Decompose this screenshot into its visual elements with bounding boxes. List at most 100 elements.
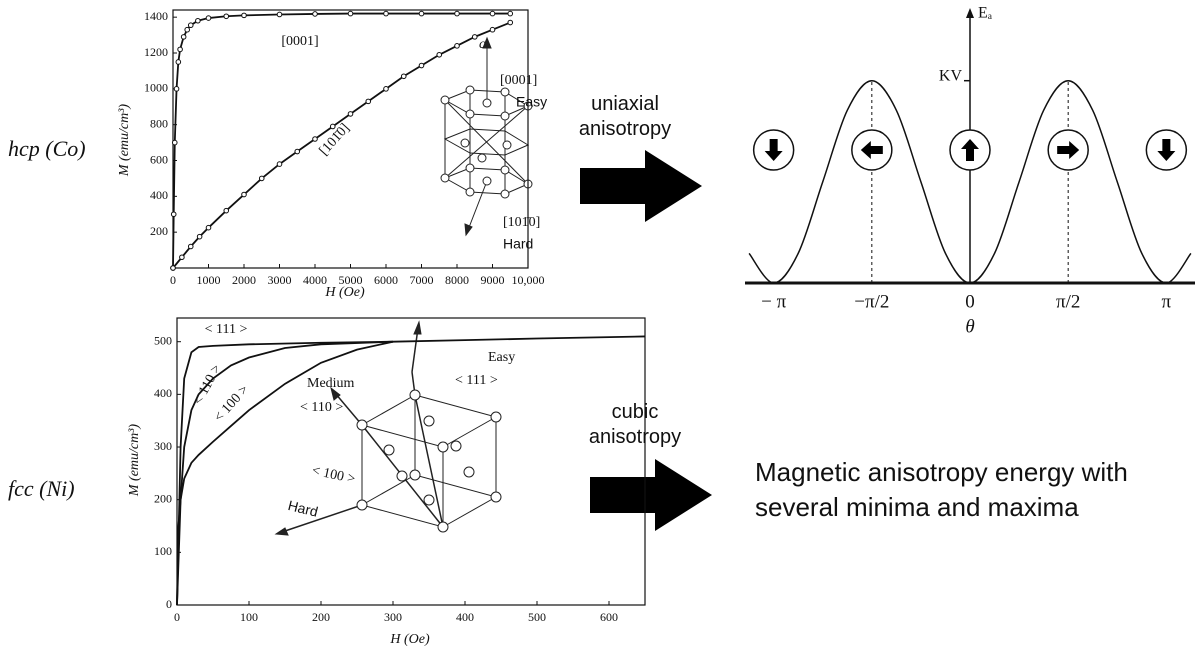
annotation: Easy	[516, 94, 547, 110]
marker	[294, 148, 301, 155]
marker	[383, 86, 389, 92]
y-tick-label: 1000	[144, 81, 168, 95]
marker	[223, 207, 230, 214]
annotation: Hard	[286, 497, 319, 520]
marker	[418, 62, 425, 69]
curve	[176, 340, 394, 606]
annotation: [101̄0]	[503, 215, 540, 230]
spin-icon	[752, 129, 795, 171]
x-axis-label: H (Oe)	[324, 285, 365, 300]
marker	[276, 11, 283, 18]
marker	[179, 254, 185, 261]
marker	[489, 26, 496, 33]
x-tick-label: 2000	[232, 273, 256, 287]
y-tick-label: 100	[154, 544, 172, 558]
x-axis-label: H (Oe)	[389, 632, 430, 647]
marker	[312, 136, 318, 142]
curve-label: [0001]	[281, 34, 318, 49]
x-tick-label: 10,000	[512, 273, 545, 287]
x-tick-label: 6000	[374, 273, 398, 287]
y-tick-label: 200	[150, 224, 168, 238]
marker	[175, 59, 182, 65]
marker	[196, 233, 203, 240]
x-tick-label: 9000	[481, 273, 505, 287]
fcc-crystal	[274, 320, 502, 536]
marker	[489, 10, 496, 17]
x-tick-label: − π	[761, 291, 786, 312]
marker	[347, 111, 354, 117]
cubic-label: cubic anisotropy	[588, 401, 682, 448]
marker	[400, 73, 407, 80]
x-tick-label: 8000	[445, 273, 469, 287]
marker	[171, 139, 178, 146]
marker	[383, 10, 389, 17]
curve	[176, 335, 646, 606]
y-tick-label: 400	[154, 386, 172, 400]
x-tick-label: 7000	[410, 273, 434, 287]
annotation: < 100 >	[310, 463, 356, 487]
y-tick-label: 800	[150, 116, 168, 130]
x-tick-label: 0	[965, 291, 975, 312]
spin-arrow	[1057, 141, 1080, 159]
marker	[241, 191, 247, 198]
uniaxial-label: uniaxial anisotropy	[578, 93, 672, 140]
curve-label: < 100 >	[212, 382, 253, 425]
marker	[205, 15, 212, 21]
x-tick-label: 400	[456, 610, 474, 624]
x-tick-label: 200	[312, 610, 330, 624]
annotation: c	[479, 37, 486, 52]
marker	[507, 10, 514, 17]
plot-frame	[176, 317, 646, 606]
marker	[347, 10, 354, 17]
marker	[177, 46, 183, 53]
marker	[187, 22, 194, 29]
spin-arrow	[1157, 139, 1176, 161]
statement: Magnetic anisotropy energy with several …	[755, 457, 1128, 522]
annotation: < 111 >	[455, 373, 498, 388]
y-tick-label: 200	[154, 491, 172, 505]
x-axis-label: θ	[965, 316, 974, 337]
arrow	[580, 150, 702, 222]
plot-frame	[172, 9, 529, 269]
x-tick-label: 500	[528, 610, 546, 624]
marker	[454, 10, 460, 17]
spin-arrow	[764, 139, 783, 161]
y-tick-label: 0	[166, 597, 172, 611]
spin-arrow	[961, 139, 979, 161]
spin-arrow	[860, 141, 883, 159]
spin-icon	[1047, 129, 1089, 171]
y-axis-label: Eₐ	[978, 5, 993, 22]
y-axis-label: M (emu/cm³)	[117, 104, 132, 178]
marker	[276, 161, 283, 167]
annotation: Easy	[488, 350, 515, 365]
curve	[176, 340, 394, 606]
x-tick-label: 0	[174, 610, 180, 624]
x-tick-label: 0	[170, 273, 176, 287]
marker	[454, 43, 460, 49]
curve-label: < 111 >	[205, 322, 248, 337]
x-tick-label: 5000	[339, 273, 363, 287]
marker	[170, 265, 176, 271]
marker	[195, 17, 201, 24]
x-tick-label: π/2	[1056, 291, 1080, 312]
marker	[312, 11, 318, 17]
marker	[241, 12, 247, 19]
y-axis-arrow	[966, 8, 974, 18]
marker	[365, 98, 372, 105]
x-tick-label: 4000	[303, 273, 327, 287]
spin-icon	[851, 129, 893, 171]
fcc-label: fcc (Ni)	[8, 476, 75, 501]
annotation: Hard	[503, 236, 533, 252]
spin-icon	[1145, 129, 1188, 171]
marker	[187, 243, 194, 250]
x-tick-label: 3000	[268, 273, 292, 287]
hcp-crystal	[440, 36, 533, 237]
marker	[223, 13, 230, 20]
marker	[258, 175, 265, 182]
x-tick-label: 1000	[197, 273, 221, 287]
hcp-label: hcp (Co)	[8, 136, 86, 161]
y-tick-label: 300	[154, 439, 172, 453]
marker	[436, 51, 443, 58]
x-tick-label: 600	[600, 610, 618, 624]
